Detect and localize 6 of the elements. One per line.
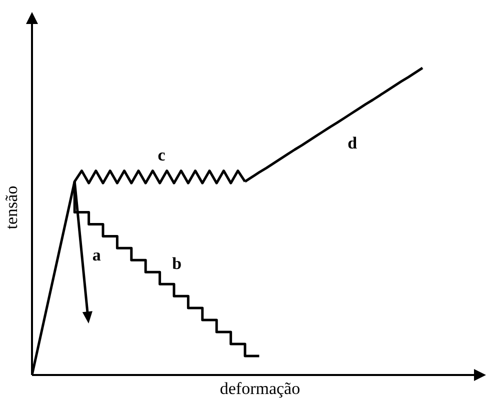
series-label: b <box>172 254 182 274</box>
y-axis-title: tensão <box>2 186 21 230</box>
series-label: c <box>158 146 166 165</box>
x-axis-title: deformação <box>220 379 300 398</box>
series-label: d <box>348 134 358 153</box>
annotation: a <box>92 245 102 264</box>
